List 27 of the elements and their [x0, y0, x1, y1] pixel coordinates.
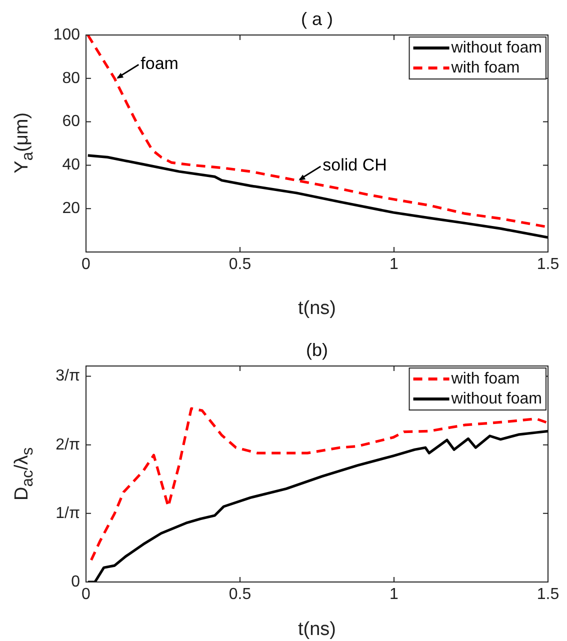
legend-label: with foam: [450, 59, 520, 76]
x-tick-label: 1.5: [536, 586, 560, 604]
x-tick-label: 1: [390, 256, 399, 274]
x-tick-label: 1: [390, 586, 399, 604]
line-series: [86, 35, 548, 228]
legend-label: with foam: [450, 370, 520, 388]
y-tick-label: 0: [71, 573, 80, 590]
y-tick-label: 3/π: [56, 368, 80, 385]
x-tick-label: 1.5: [536, 256, 560, 274]
chart-title: ( a ): [300, 8, 334, 29]
chart-title: (b): [306, 340, 328, 360]
x-axis-title: t(ns): [298, 298, 336, 319]
y-tick-label: 2/π: [56, 436, 80, 454]
x-tick-label: 0.5: [228, 586, 252, 604]
x-tick-label: 0.5: [228, 256, 252, 274]
y-tick-label: 60: [62, 113, 80, 130]
legend-label: without foam: [450, 39, 542, 56]
x-axis-title: t(ns): [298, 618, 336, 640]
y-tick-label: 80: [62, 70, 80, 87]
y-tick-label: 40: [62, 156, 80, 174]
annotation: solid CH: [322, 156, 387, 175]
annotation: foam: [140, 54, 178, 73]
y-tick-label: 1/π: [56, 504, 80, 522]
line-series: [90, 407, 548, 562]
y-tick-label: 100: [53, 26, 80, 44]
legend-label: without foam: [450, 390, 542, 408]
y-tick-label: 20: [62, 200, 80, 218]
